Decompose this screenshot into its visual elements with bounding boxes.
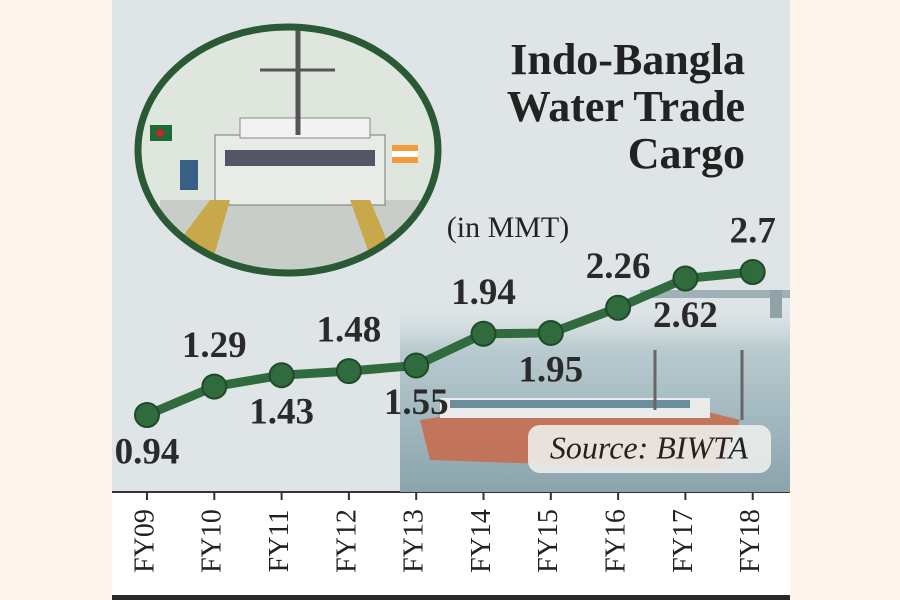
data-point: [470, 320, 497, 347]
data-point: [672, 265, 699, 292]
data-point: [537, 319, 564, 346]
source-note: Source: BIWTA: [550, 429, 749, 465]
data-label: 2.62: [653, 295, 718, 336]
x-tick-label: FY13: [399, 509, 430, 573]
plot: 0.94 1.291.431.481.55 1.941.95 2.262.62 2.7 F…: [115, 210, 776, 572]
chart-title: Indo-Bangla Water Trade Cargo: [506, 35, 745, 178]
x-tick-label: FY10: [197, 509, 228, 573]
x-tick-label: FY11: [264, 510, 295, 573]
chart-subtitle: (in MMT): [447, 211, 570, 244]
data-point: [134, 402, 160, 428]
data-line: [145, 267, 754, 420]
data-label: 2.7: [730, 210, 776, 251]
data-point: [268, 362, 295, 389]
data-label: 1.95: [518, 349, 583, 390]
x-tick-label: FY17: [668, 509, 699, 573]
data-label: 1.43: [249, 392, 314, 433]
data-label: 2.26: [586, 246, 651, 287]
data-point: [403, 352, 430, 379]
axis-band: [112, 492, 790, 596]
x-tick-label: FY16: [601, 509, 632, 573]
x-tick-label: FY14: [466, 509, 497, 573]
data-label: 1.48: [317, 310, 382, 351]
x-tick-label: FY12: [331, 509, 362, 573]
data-label: 1.55: [384, 382, 449, 423]
data-point: [201, 373, 228, 400]
bottom-rule: [112, 595, 790, 600]
data-point: [739, 259, 766, 285]
x-tick-label: FY09: [129, 509, 160, 573]
data-label: 0.94: [115, 431, 180, 472]
source-box: [528, 425, 771, 473]
x-tick-label: FY18: [735, 509, 766, 573]
data-point: [335, 358, 362, 385]
x-tick-label: FY15: [533, 509, 564, 573]
data-point: [605, 294, 632, 321]
data-label: 1.29: [182, 325, 247, 366]
data-label: 1.94: [451, 272, 516, 313]
